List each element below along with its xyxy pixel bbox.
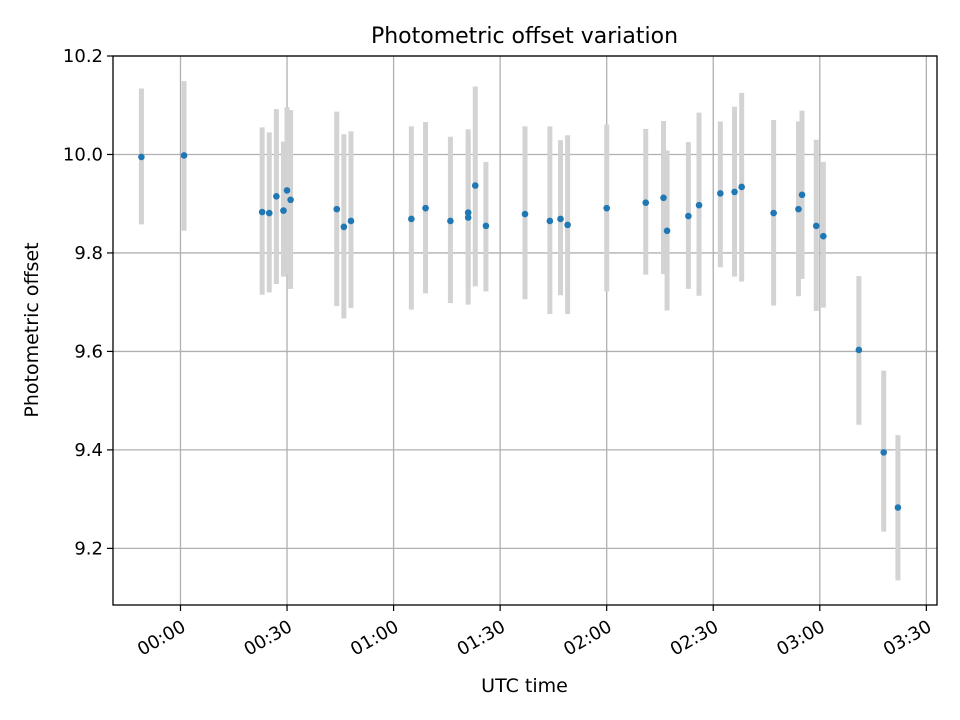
data-point bbox=[283, 187, 291, 194]
data-point bbox=[660, 194, 667, 202]
data-point bbox=[717, 190, 724, 197]
data-point bbox=[287, 196, 294, 204]
data-point bbox=[770, 209, 777, 217]
data-point bbox=[685, 212, 692, 220]
data-point bbox=[855, 346, 863, 354]
x-tick-label: 02:00 bbox=[560, 616, 615, 660]
x-tick-label: 01:00 bbox=[347, 616, 402, 660]
x-axis-label: UTC time bbox=[481, 675, 568, 697]
data-point bbox=[894, 504, 902, 511]
point-layer bbox=[138, 152, 902, 511]
data-point bbox=[521, 210, 529, 218]
y-tick-label: 10.2 bbox=[63, 46, 103, 67]
data-point bbox=[464, 209, 472, 216]
data-point bbox=[464, 214, 472, 221]
y-axis-label: Photometric offset bbox=[21, 242, 43, 417]
data-point bbox=[447, 217, 454, 225]
data-point bbox=[663, 227, 671, 235]
data-point bbox=[280, 207, 287, 214]
data-point bbox=[471, 182, 479, 189]
data-point bbox=[812, 222, 820, 230]
y-tick-label: 9.4 bbox=[74, 440, 103, 461]
data-point bbox=[564, 221, 571, 229]
data-point bbox=[333, 205, 341, 213]
data-point bbox=[340, 223, 348, 231]
y-tick-label: 10.0 bbox=[63, 144, 103, 165]
errorbar-layer bbox=[138, 81, 901, 581]
y-tick-label: 9.6 bbox=[74, 341, 103, 362]
data-point bbox=[795, 205, 802, 213]
data-point bbox=[408, 215, 415, 223]
data-point bbox=[642, 199, 650, 207]
data-point bbox=[347, 217, 355, 225]
data-point bbox=[603, 204, 610, 212]
data-point bbox=[138, 153, 145, 161]
data-point bbox=[731, 188, 738, 196]
plot-frame bbox=[112, 55, 938, 606]
y-tick-label: 9.2 bbox=[74, 538, 103, 559]
data-point bbox=[265, 209, 273, 217]
x-tick-label: 03:30 bbox=[880, 616, 935, 660]
y-tick-label: 9.8 bbox=[74, 243, 103, 264]
x-tick-label: 00:00 bbox=[134, 616, 189, 660]
data-point bbox=[738, 183, 745, 191]
x-tick-label: 01:30 bbox=[454, 616, 509, 660]
x-tick-label: 03:00 bbox=[773, 616, 828, 660]
data-point bbox=[880, 449, 888, 456]
chart-title: Photometric offset variation bbox=[371, 24, 678, 49]
data-point bbox=[482, 222, 490, 230]
x-tick-label: 00:30 bbox=[241, 616, 296, 660]
data-point bbox=[820, 232, 827, 240]
data-point bbox=[258, 208, 266, 216]
data-point bbox=[273, 193, 280, 200]
data-point bbox=[180, 152, 188, 159]
data-point bbox=[546, 217, 554, 225]
data-point bbox=[557, 215, 564, 223]
x-tick-label: 02:30 bbox=[667, 616, 722, 660]
data-point bbox=[798, 191, 806, 199]
data-point bbox=[695, 201, 703, 209]
data-point bbox=[422, 204, 429, 212]
